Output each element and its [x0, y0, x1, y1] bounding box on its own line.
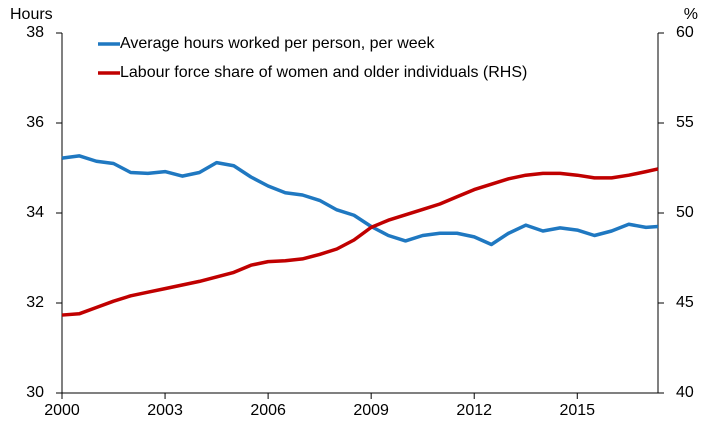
y2-tick-label: 40: [676, 384, 694, 401]
y-tick-label: 38: [26, 24, 44, 41]
y-tick-label: 36: [26, 114, 44, 131]
y2-axis-title: %: [684, 6, 698, 23]
y2-tick-label: 50: [676, 204, 694, 221]
y-axis-title: Hours: [10, 6, 53, 23]
x-tick-label: 2012: [456, 402, 492, 419]
series-line: [61, 167, 659, 317]
y2-tick-label: 45: [676, 294, 694, 311]
y-tick-label: 30: [26, 384, 44, 401]
y2-tick-label: 55: [676, 114, 694, 131]
y-tick-label: 32: [26, 294, 44, 311]
x-tick-label: 2003: [147, 402, 183, 419]
y-tick-label: 34: [26, 204, 44, 221]
legend-label: Average hours worked per person, per wee…: [120, 35, 436, 52]
legend-label: Labour force share of women and older in…: [120, 64, 527, 81]
x-tick-label: 2015: [559, 402, 595, 419]
x-tick-label: 2000: [44, 402, 80, 419]
series-line: [61, 154, 659, 247]
x-tick-label: 2006: [250, 402, 286, 419]
y2-tick-label: 60: [676, 24, 694, 41]
x-tick-label: 2009: [353, 402, 389, 419]
